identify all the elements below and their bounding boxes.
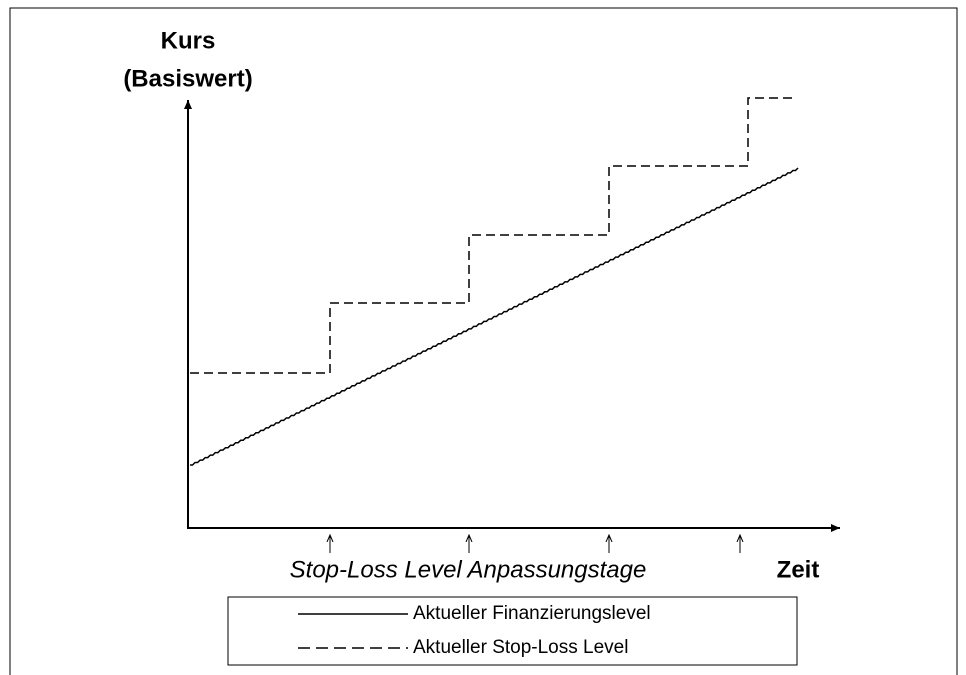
legend-box [227, 596, 798, 666]
legend-entry: Aktueller Stop-Loss Level [413, 637, 628, 658]
legend-entry: Aktueller Finanzierungslevel [413, 603, 651, 624]
frame [9, 7, 958, 675]
stop-loss-line [190, 97, 793, 374]
financing-level-line [190, 167, 799, 466]
y-axis-label: (Basiswert) [123, 65, 252, 92]
y-axis-label: Kurs [161, 27, 216, 54]
annotation: Stop-Loss Level Anpassungstage [290, 556, 647, 583]
x-axis-label: Zeit [777, 556, 820, 583]
adjustment-markers [330, 535, 740, 553]
